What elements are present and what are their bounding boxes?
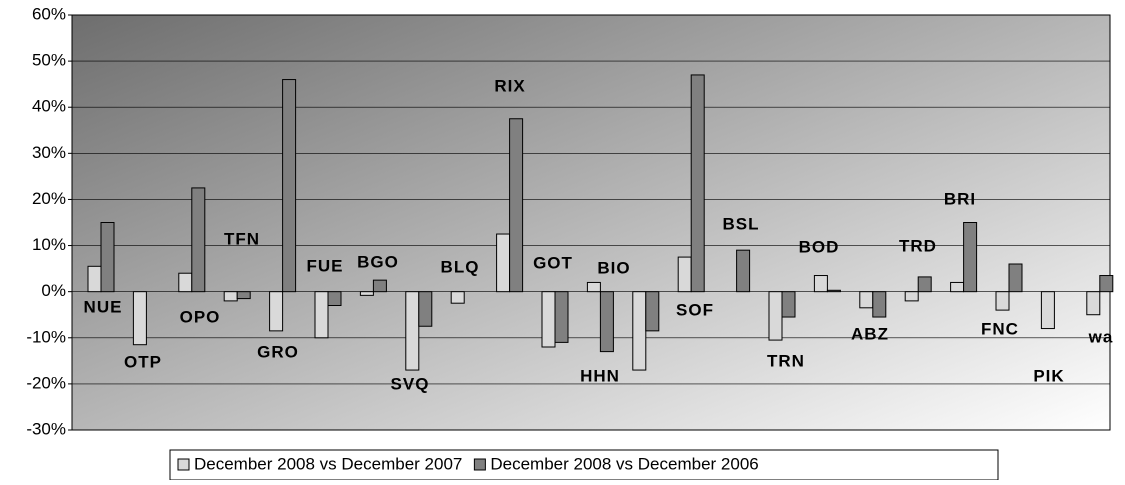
category-label: wa: [1088, 327, 1114, 346]
bar: [781, 291, 796, 318]
category-label: RIX: [494, 76, 525, 95]
category-label: BRI: [944, 189, 976, 208]
bar: [509, 118, 524, 293]
bar: [236, 291, 251, 300]
bar: [132, 291, 147, 346]
bar: [768, 291, 783, 341]
bar: [87, 265, 102, 293]
bar: [554, 291, 569, 343]
category-label: GOT: [533, 253, 573, 272]
bar: [314, 291, 329, 339]
bar: [736, 249, 751, 293]
bar: [917, 276, 932, 293]
y-tick-label: -20%: [26, 373, 66, 392]
category-label: OPO: [180, 307, 221, 326]
bar: [418, 291, 433, 327]
plot-area: [71, 14, 1111, 431]
bar: [178, 272, 193, 293]
bar: [269, 291, 284, 332]
bar: [359, 291, 374, 296]
y-tick-label: 10%: [32, 235, 66, 254]
category-label: TFN: [224, 229, 260, 248]
category-label: SOF: [676, 300, 714, 319]
y-tick-label: 0%: [41, 281, 66, 300]
bar: [645, 291, 660, 332]
bar: [632, 291, 647, 371]
category-label: OTP: [124, 352, 162, 371]
bar: [859, 291, 874, 309]
bar: [586, 281, 601, 293]
category-label: TRN: [767, 351, 805, 370]
bar: [450, 291, 465, 304]
labels: -30% -20% -10% 0% 10% 20% 30% 40% 50% 60% NUE OTP OP…: [26, 4, 1114, 438]
legend-label: December 2008 vs December 2006: [490, 454, 758, 473]
legend-label: December 2008 vs December 2007: [194, 454, 462, 473]
bar: [1086, 291, 1101, 316]
bar: [995, 291, 1010, 311]
bar: [541, 291, 556, 348]
bar: [372, 279, 387, 293]
category-label: BOD: [799, 237, 840, 256]
y-tick-label: -10%: [26, 327, 66, 346]
legend-swatch: [177, 458, 190, 471]
category-label: PIK: [1033, 366, 1064, 385]
bar: [496, 233, 511, 293]
bar: [690, 74, 705, 293]
category-label: BLQ: [441, 257, 480, 276]
category-label: GRO: [257, 342, 299, 361]
category-label: BGO: [357, 252, 399, 271]
bar: [677, 256, 692, 293]
category-label: SVQ: [391, 374, 430, 393]
category-label: HHN: [580, 366, 620, 385]
category-label: ABZ: [851, 324, 889, 343]
bar: [950, 281, 965, 293]
y-tick-label: 20%: [32, 189, 66, 208]
grid: [68, 14, 1110, 431]
bar: [327, 291, 342, 306]
bar: [1008, 263, 1023, 293]
category-label: TRD: [899, 236, 937, 255]
bar: [405, 291, 420, 371]
bar: [904, 291, 919, 302]
bars: [87, 74, 1114, 371]
category-label: BSL: [723, 214, 760, 233]
y-tick-label: 60%: [32, 4, 66, 23]
bar: [100, 222, 115, 293]
bar: [963, 222, 978, 293]
category-label: FNC: [981, 319, 1019, 338]
y-tick-label: 40%: [32, 97, 66, 116]
bar: [872, 291, 887, 318]
y-tick-label: -30%: [26, 419, 66, 438]
bar: [599, 291, 614, 353]
y-tick-label: 30%: [32, 143, 66, 162]
bar: [282, 79, 297, 293]
category-label: FUE: [307, 256, 344, 275]
category-label: NUE: [84, 297, 123, 316]
category-label: BIO: [597, 258, 630, 277]
bar: [826, 289, 841, 293]
legend-swatch: [473, 458, 486, 471]
bar: [191, 187, 206, 293]
y-tick-label: 50%: [32, 51, 66, 70]
bar: [1040, 291, 1055, 330]
bar: [223, 291, 238, 302]
bar: [1099, 275, 1114, 293]
bar: [813, 275, 828, 293]
